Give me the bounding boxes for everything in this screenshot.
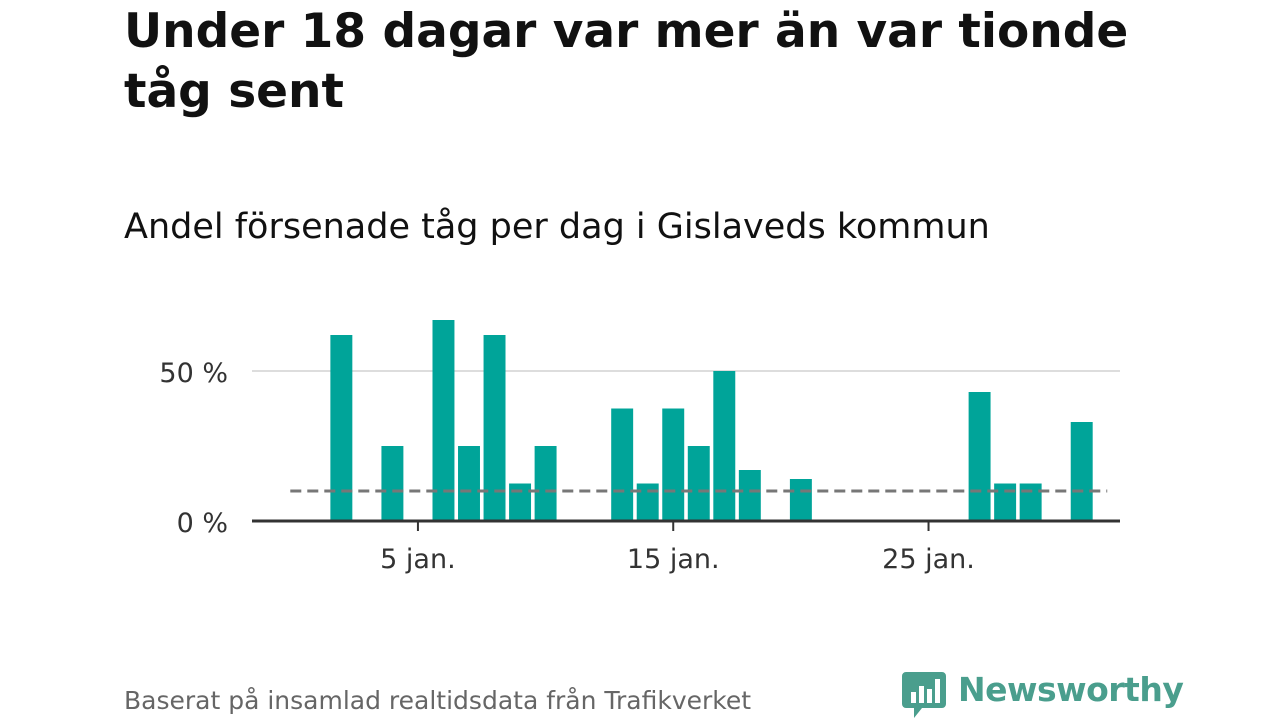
bar-day-13 xyxy=(611,408,634,521)
bar-day-8 xyxy=(483,335,506,521)
source-note: Baserat på insamlad realtidsdata från Tr… xyxy=(124,686,752,715)
logo-wordmark: Newsworthy xyxy=(958,670,1184,709)
x-tick-label-15: 15 jan. xyxy=(627,544,720,575)
newsworthy-logo: Newsworthy xyxy=(902,670,1184,720)
logo-icon xyxy=(902,672,946,718)
bar-day-27 xyxy=(968,392,991,521)
y-tick-label-50: 50 % xyxy=(159,358,228,389)
bars xyxy=(330,320,1093,521)
bar-day-10 xyxy=(534,446,557,521)
bar-day-4 xyxy=(381,446,404,521)
bar-day-20 xyxy=(789,479,812,521)
chart-title: Under 18 dagar var mer än var tionde tåg… xyxy=(124,4,1129,119)
bar-day-14 xyxy=(636,483,659,521)
bar-day-6 xyxy=(432,320,455,521)
bar-day-18 xyxy=(738,470,761,521)
bar-day-17 xyxy=(713,371,736,521)
axes xyxy=(252,519,1120,531)
y-tick-label-0: 0 % xyxy=(177,508,228,539)
x-tick-label-25: 25 jan. xyxy=(882,544,975,575)
bar-day-16 xyxy=(687,446,710,521)
x-tick-label-5: 5 jan. xyxy=(380,544,456,575)
tick-labels: 0 % 50 % 5 jan. 15 jan. 25 jan. xyxy=(159,358,974,575)
bar-day-9 xyxy=(509,483,532,521)
bar-day-28 xyxy=(994,483,1017,521)
bar-day-15 xyxy=(662,408,685,521)
chart-subtitle: Andel försenade tåg per dag i Gislaveds … xyxy=(124,207,990,247)
bar-day-7 xyxy=(458,446,480,521)
bar-day-2 xyxy=(330,335,353,521)
bar-day-29 xyxy=(1019,483,1042,521)
bar-day-31 xyxy=(1070,422,1093,521)
